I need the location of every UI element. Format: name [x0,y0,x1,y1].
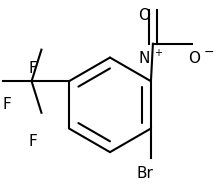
Text: O: O [138,8,150,23]
Text: F: F [29,134,37,149]
Text: N: N [139,51,150,66]
Text: F: F [29,61,37,76]
Text: +: + [154,48,162,58]
Text: O: O [188,51,200,66]
Text: −: − [204,46,214,59]
Text: Br: Br [136,166,153,181]
Text: F: F [2,97,11,112]
